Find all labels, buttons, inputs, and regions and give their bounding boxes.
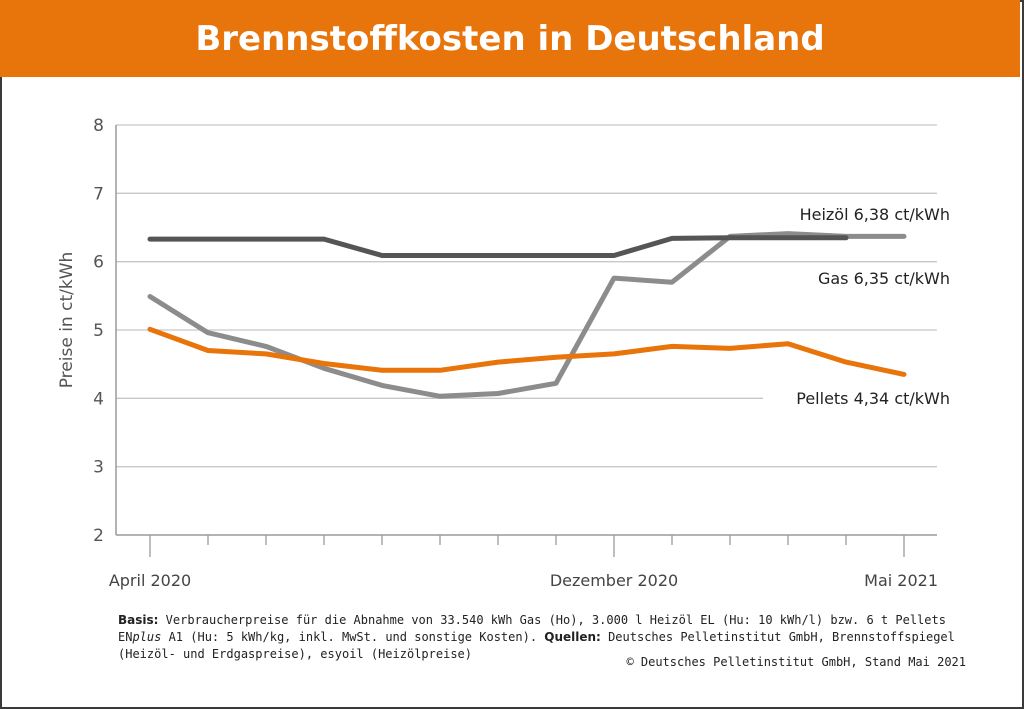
copyright: © Deutsches Pelletinstitut GmbH, Stand M… [626,655,966,669]
basis-text: Verbraucherpreise für die Abnahme von 33… [118,613,946,644]
axes: 2 3 4 5 6 7 8 April 2020 Dezember 2020 Mai 2021 Pr… [57,116,938,590]
series-label-gas: Gas 6,35 ct/kWh [818,269,950,288]
basis-text-2: A1 (Hu: 5 kWh/kg, inkl. MwSt. und sonsti… [161,630,545,644]
y-tick-label: 2 [93,526,104,546]
grid [116,124,937,468]
x-tick-label: Dezember 2020 [550,571,678,590]
y-tick-label: 3 [93,458,104,478]
series-labels: Heizöl 6,38 ct/kWh Gas 6,35 ct/kWh Pellets… [796,205,950,408]
x-tick-label: April 2020 [109,571,191,590]
series-lines [147,231,907,399]
sources-text: Deutsches Pelletinstitut GmbH, Brennstof… [118,630,955,661]
basis-italic: plus [132,630,162,644]
series-line-gas [147,231,907,399]
y-tick-label: 8 [93,116,104,136]
series-line-heizoel [147,235,849,258]
chart-title: Brennstoffkosten in Deutschland [195,18,825,59]
sources-label: Quellen: [544,630,601,644]
x-tick-label: Mai 2021 [864,571,938,590]
y-tick-label: 5 [93,321,104,341]
series-label-heizoel: Heizöl 6,38 ct/kWh [800,205,950,224]
y-tick-label: 6 [93,253,104,273]
title-banner: Brennstoffkosten in Deutschland [0,0,1020,77]
footnote: Basis: Verbraucherpreise für die Abnahme… [118,612,978,663]
y-tick-label: 7 [93,184,104,204]
y-axis-title: Preise in ct/kWh [57,252,77,389]
series-line-pellets [147,326,907,377]
y-tick-label: 4 [93,389,104,409]
basis-label: Basis: [118,613,159,627]
series-label-pellets: Pellets 4,34 ct/kWh [796,389,950,408]
